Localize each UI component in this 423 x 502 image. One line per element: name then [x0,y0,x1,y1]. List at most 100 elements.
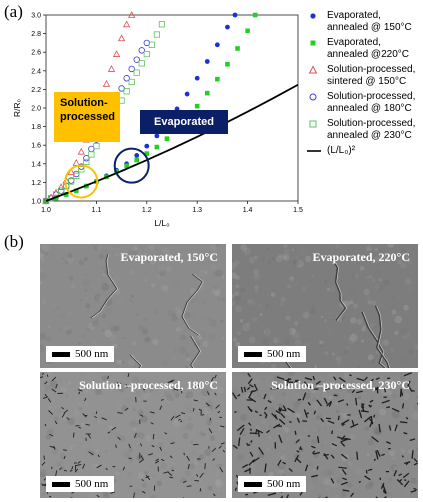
sem-grain [380,254,384,257]
data-point-series-2 [77,147,85,155]
sem-void [133,433,137,438]
sem-grain [53,416,59,422]
sem-grain [170,273,179,282]
sem-grain [221,336,225,340]
sem-grain [156,275,161,280]
sem-grain [340,491,347,497]
sem-grain [191,451,197,457]
sem-void [404,461,411,465]
sem-void [196,474,199,477]
sem-grain [48,252,57,261]
sem-void [344,437,351,441]
sem-void [413,462,418,466]
sem-void [404,479,407,482]
sem-grain [64,245,69,249]
sem-void [182,497,184,498]
sem-void [77,389,83,392]
sem-void [110,491,115,494]
sem-grain [220,492,223,495]
sem-grain [235,300,241,306]
sem-grain [267,406,276,415]
sem-grain [210,414,216,420]
sem-grain [170,466,175,471]
sem-grain [136,491,144,498]
sem-void [88,451,94,456]
sem-grain [268,425,274,431]
sem-grain [399,477,405,483]
sem-grain [400,375,405,380]
sem-crack [361,311,387,368]
sem-grain [362,269,365,272]
sem-grain [363,288,370,295]
sem-grain [317,425,322,429]
sem-grain [117,403,124,410]
sem-void [303,381,309,387]
sem-grain [368,275,372,279]
sem-grain [84,291,90,297]
sem-grain [242,433,246,437]
sem-grain [359,266,365,271]
sem-grain [45,434,52,440]
sem-grain [77,438,84,445]
sem-grain [118,468,123,473]
sem-grain [278,403,285,410]
scale-bar: 500 nm [46,476,115,492]
sem-void [51,388,57,393]
sem-void [59,467,62,471]
sem-void [87,434,92,439]
sem-grain [293,259,300,266]
x-tick-label: 1.5 [293,207,303,214]
sem-grain [60,386,67,394]
sem-grain [223,387,226,394]
sem-void [351,389,356,394]
sem-grain [85,272,89,276]
sem-grain [241,328,245,332]
sem-grain [46,428,54,436]
sem-void [78,391,81,395]
sem-grain [310,309,316,315]
sem-grain [143,471,149,476]
sem-grain [292,406,298,412]
sem-grain [347,461,353,467]
sem-grain [211,252,218,258]
sem-void [218,445,222,449]
sem-grain [414,344,418,350]
sem-void [275,410,281,414]
sem-grain [49,379,58,388]
sem-grain [416,395,418,399]
data-point-series-3 [143,39,150,47]
sem-grain [303,384,310,390]
sem-grain [232,261,238,269]
sem-grain [174,392,180,398]
sem-grain [128,447,133,452]
sem-void [316,399,323,407]
sem-grain [188,463,195,470]
sem-grain [336,477,342,483]
scale-bar-label: 500 nm [267,348,301,360]
sem-void [296,417,301,423]
data-point-series-1 [154,144,160,150]
sem-void [208,428,213,434]
sem-void [44,423,47,427]
sem-void [254,410,259,414]
sem-grain [403,304,409,311]
sem-grain [209,244,217,252]
sem-grain [289,276,294,281]
sem-grain [109,432,118,441]
sem-grain [260,256,265,261]
sem-texture [40,372,226,498]
sem-grain [349,434,356,441]
sem-void [205,402,210,407]
sem-grain [127,358,136,366]
sem-grain [233,459,240,465]
micrograph-caption: Evaporated, 150°C [120,250,218,264]
sem-grain [102,329,105,332]
sem-grain [189,298,195,304]
sem-grain [172,389,176,393]
sem-grain [269,303,273,307]
data-point-series-2 [117,34,126,42]
sem-void [211,447,216,452]
y-tick-label: 3.0 [31,13,41,20]
sem-grain [67,301,72,306]
sem-void [232,444,238,450]
